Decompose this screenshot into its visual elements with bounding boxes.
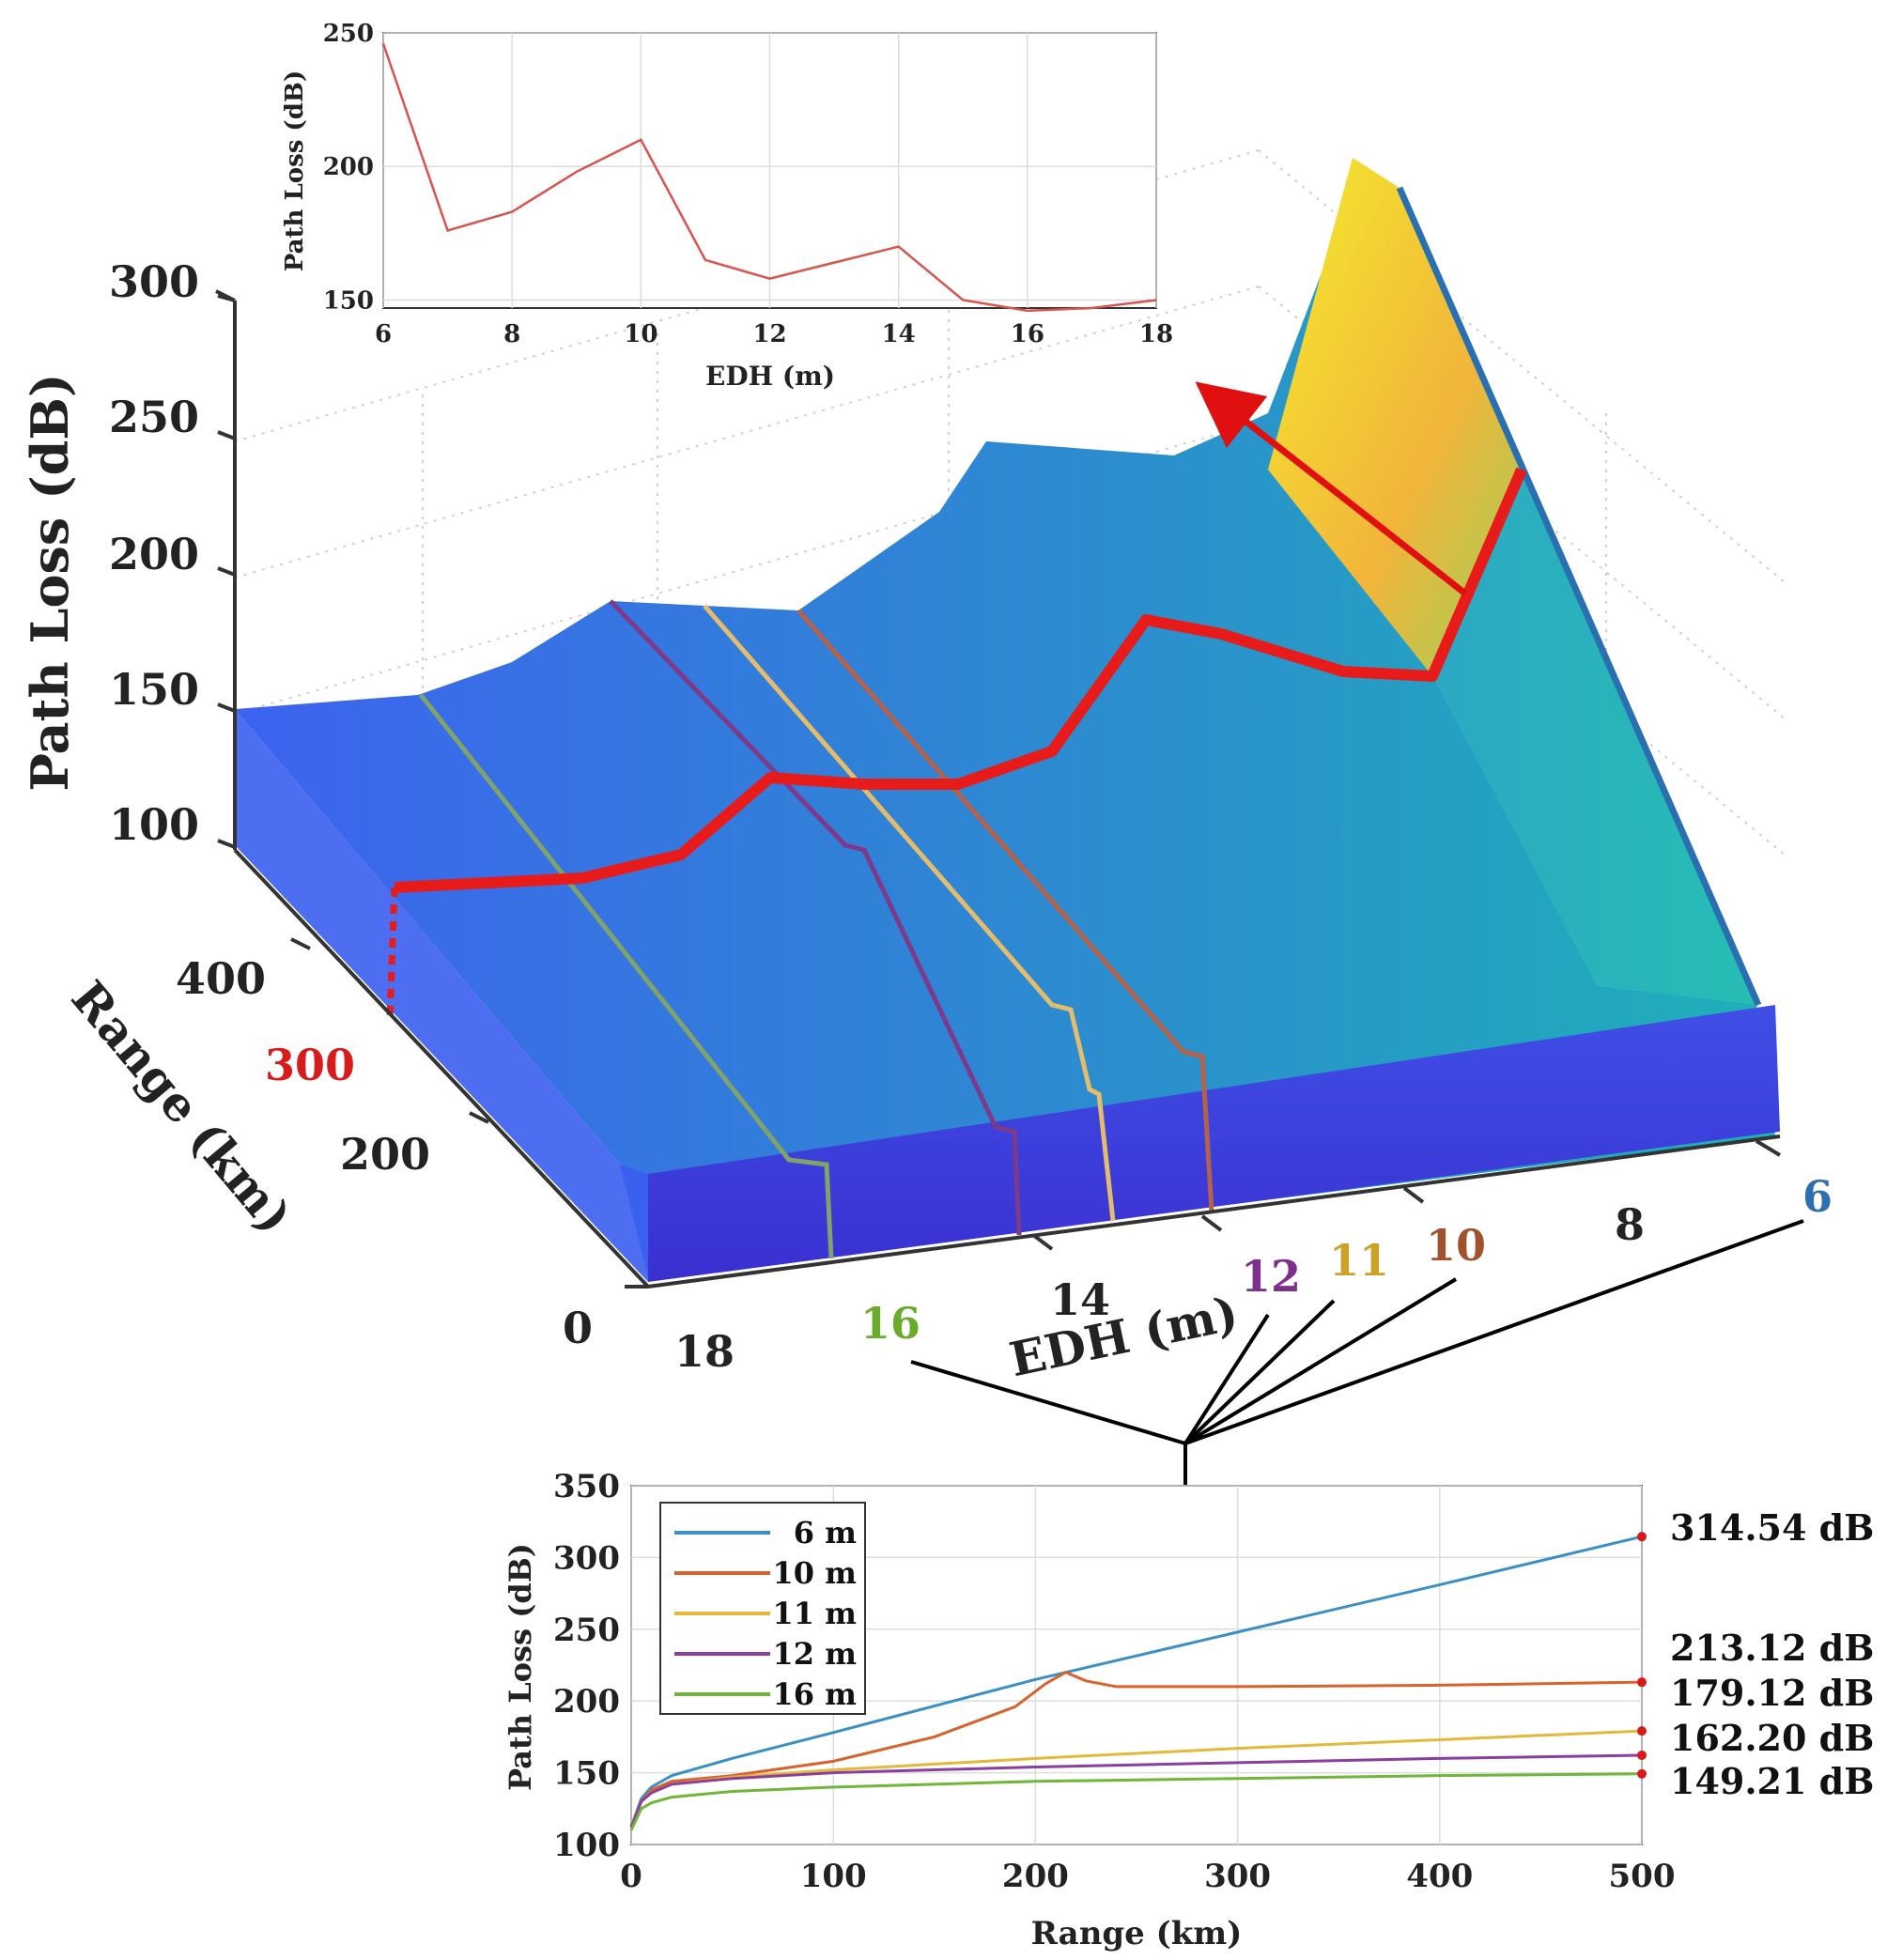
inset-bottom-series-12m (629, 1753, 1643, 1829)
edh-slice-label-12: 12 (1241, 1251, 1301, 1302)
edh-tick-8: 8 (1615, 1199, 1645, 1250)
inset-bottom-xtick-100: 100 (800, 1858, 867, 1895)
end-value-label: 213.12 dB (1670, 1627, 1874, 1669)
range-highlight-label: 300 (265, 1040, 355, 1090)
end-point-marker (1637, 1532, 1647, 1542)
inset-bottom-ylabel: Path Loss (dB) (503, 1543, 538, 1791)
surface-peak-face (1268, 158, 1522, 676)
end-point-marker (1637, 1677, 1647, 1688)
inset-top-xtick-12: 12 (752, 320, 786, 348)
surface-front-face (648, 1005, 1780, 1282)
range-tick-0: 0 (563, 1303, 593, 1353)
inset-bottom-ytick-100: 100 (553, 1827, 620, 1864)
edh-slice-label-6: 6 (1802, 1171, 1833, 1222)
slice-line-10 (797, 609, 1214, 1212)
inset-bottom-series-6m (629, 1535, 1643, 1829)
slice-pointer-lines (910, 1219, 1804, 1445)
end-point-marker (1637, 1750, 1647, 1760)
inset-bottom-xtick-200: 200 (1002, 1858, 1069, 1895)
inset-top-ytick-250: 250 (323, 20, 374, 48)
slice-line-16 (419, 693, 834, 1259)
inset-top-xlabel: EDH (m) (705, 361, 835, 392)
inset-bottom-xlabel: Range (km) (1031, 1915, 1243, 1952)
legend-label: 11 m (772, 1596, 857, 1631)
end-point-marker (1637, 1768, 1647, 1779)
inset-top-series-line (381, 42, 1157, 313)
inset-bottom-ytick-200: 200 (553, 1683, 620, 1721)
inset-bottom-chart: 0 100 200 300 400 500100150200250300350314.54… (503, 1468, 1874, 1952)
inset-bottom-series-16m (629, 1772, 1643, 1831)
z-tick-300: 300 (109, 256, 199, 307)
inset-bottom-xtick-0: 0 (620, 1858, 642, 1895)
inset-top-ytick-150: 150 (323, 286, 374, 315)
legend-label: 10 m (772, 1555, 857, 1591)
inset-top-xtick-14: 14 (882, 320, 916, 348)
slice-line-11 (703, 604, 1116, 1222)
inset-bottom-ytick-300: 300 (553, 1539, 620, 1577)
edh-slice-label-11: 11 (1329, 1235, 1389, 1286)
inset-bottom-ytick-150: 150 (553, 1755, 620, 1793)
end-value-label: 149.21 dB (1670, 1760, 1874, 1802)
inset-bottom-legend: 6 m 10 m 11 m 12 m 16 m (659, 1502, 866, 1715)
inset-bottom-ytick-350: 350 (553, 1468, 620, 1505)
inset-bottom-xtick-500: 500 (1609, 1858, 1676, 1895)
legend-label: 12 m (772, 1636, 857, 1672)
z-tick-100: 100 (109, 799, 199, 850)
inset-bottom-xtick-400: 400 (1406, 1858, 1473, 1895)
surface-plot: 300 250 200 150 100 Path Loss (dB) 400 2… (20, 149, 1833, 1545)
inset-top-xtick-18: 18 (1139, 320, 1173, 348)
inset-bottom-xtick-300: 300 (1204, 1858, 1271, 1895)
inset-top-ylabel: Path Loss (dB) (281, 70, 309, 271)
inset-top-xtick-16: 16 (1011, 320, 1044, 348)
legend-label: 16 m (772, 1676, 857, 1712)
edh-tick-18: 18 (674, 1326, 735, 1377)
inset-top-xtick-10: 10 (624, 320, 657, 348)
edh-slice-label-10: 10 (1426, 1220, 1486, 1271)
z-tick-150: 150 (109, 664, 199, 715)
inset-bottom-series-10m (629, 1670, 1643, 1829)
inset-top-ytick-200: 200 (323, 153, 374, 181)
inset-top-chart: 6 8 10 12 14 16 18 150 200 250 EDH (m) Path Loss … (281, 20, 1173, 392)
z-axis-label: Path Loss (dB) (20, 373, 80, 791)
end-value-label: 162.20 dB (1670, 1717, 1874, 1759)
range-tick-200: 200 (340, 1129, 430, 1180)
range-tick-400: 400 (176, 953, 266, 1004)
range-axis-label: Range (km) (61, 970, 303, 1243)
edh-axis-label: EDH (m) (1005, 1285, 1243, 1387)
inset-top-grid (382, 32, 1157, 308)
inset-top-xtick-8: 8 (503, 320, 520, 348)
surface-ridge-edge (1396, 186, 1762, 1007)
highlight-300km-line (394, 467, 1527, 893)
slice-lines (419, 599, 1214, 1259)
arrow-to-top-inset (1195, 381, 1468, 596)
inset-top-xtick-6: 6 (375, 320, 392, 348)
z-tick-250: 250 (109, 392, 199, 442)
inset-bottom-marks: 0 100 200 300 400 500100150200250300350314.54… (553, 1468, 1874, 1895)
legend-items: 6 m 10 m 11 m 12 m 16 m (674, 1515, 857, 1712)
surface-axes (215, 289, 1782, 1289)
end-value-label: 314.54 dB (1670, 1506, 1874, 1549)
surface-left-face (235, 709, 648, 1282)
legend-box (659, 1502, 866, 1715)
inset-bottom-ytick-250: 250 (553, 1612, 620, 1649)
legend-label: 6 m (794, 1515, 857, 1551)
edh-slice-label-16: 16 (860, 1298, 920, 1349)
z-tick-200: 200 (109, 529, 199, 579)
inset-top-marks: 6 8 10 12 14 16 18 150 200 250 (323, 20, 1173, 348)
highlight-300km-drop (386, 887, 398, 1020)
slice-line-12 (609, 599, 1022, 1236)
end-point-marker (1637, 1726, 1647, 1736)
edh-tick-14: 14 (1050, 1274, 1110, 1325)
end-value-label: 179.12 dB (1670, 1672, 1874, 1714)
